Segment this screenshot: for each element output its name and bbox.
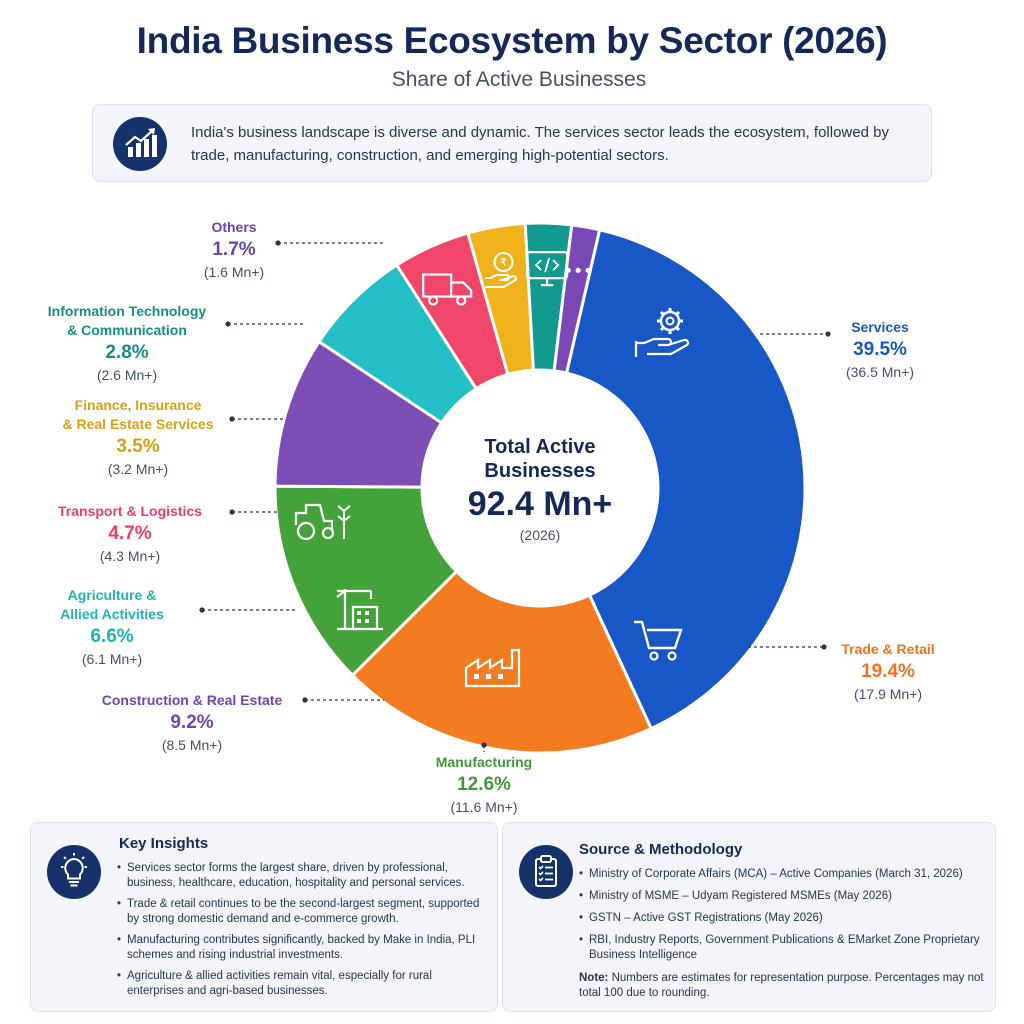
slice-label-name: Construction & Real Estate bbox=[101, 692, 283, 708]
list-item: Services sector forms the largest share,… bbox=[117, 861, 489, 891]
list-item: Ministry of Corporate Affairs (MCA) – Ac… bbox=[579, 867, 989, 882]
slice-label-count: (17.9 Mn+) bbox=[853, 686, 923, 702]
slice-label: Agriculture & Allied Activities 6.6% (6.1 M… bbox=[17, 586, 207, 669]
slice-label: Services 39.5% (36.5 Mn+) bbox=[820, 318, 940, 382]
slice-label-name: Services bbox=[851, 319, 909, 335]
slice-label: Trade & Retail 19.4% (17.9 Mn+) bbox=[813, 640, 963, 704]
growth-chart-icon bbox=[113, 117, 167, 171]
center-year: (2026) bbox=[520, 527, 560, 543]
chart-subtitle: Share of Active Businesses bbox=[391, 68, 647, 91]
center-label-line2: Businesses bbox=[484, 460, 595, 482]
leader-dot bbox=[825, 331, 831, 337]
slice-label: Manufacturing 12.6% (11.6 Mn+) bbox=[409, 753, 559, 817]
svg-text:₹: ₹ bbox=[500, 256, 507, 269]
list-item: Agriculture & allied activities remain v… bbox=[117, 969, 489, 999]
key-insights-panel: Key Insights Services sector forms the l… bbox=[30, 822, 498, 1012]
leader-dot bbox=[302, 697, 308, 703]
truck-icon bbox=[422, 273, 473, 306]
list-item: Ministry of MSME – Udyam Registered MSME… bbox=[579, 889, 989, 904]
slice-label-percent: 19.4% bbox=[861, 661, 915, 682]
leader-dot bbox=[229, 416, 235, 422]
slice-label: Information Technology & Communication 2.8… bbox=[12, 302, 242, 385]
slice-label-count: (2.6 Mn+) bbox=[96, 367, 158, 383]
list-item: GSTN – Active GST Registrations (May 202… bbox=[579, 911, 989, 926]
slice-label-name: Others bbox=[211, 219, 257, 235]
slice-label-percent: 39.5% bbox=[853, 339, 907, 360]
note-text: Numbers are estimates for representation… bbox=[579, 972, 984, 999]
intro-text: India's business landscape is diverse an… bbox=[191, 124, 889, 164]
note-label: Note: bbox=[579, 972, 609, 984]
leader-dot bbox=[821, 644, 827, 650]
center-label-line1: Total Active bbox=[484, 436, 595, 458]
source-methodology-panel: Source & Methodology Ministry of Corpora… bbox=[502, 822, 996, 1012]
slice-label-name: Information Technology & Communication bbox=[47, 303, 207, 338]
slice-label-name: Finance, Insurance & Real Estate Services bbox=[62, 397, 214, 432]
slice-label: Finance, Insurance & Real Estate Services… bbox=[33, 396, 243, 479]
slice-label-name: Trade & Retail bbox=[841, 641, 935, 657]
slice-label: Transport & Logistics 4.7% (4.3 Mn+) bbox=[35, 502, 225, 566]
slice-label: Construction & Real Estate 9.2% (8.5 Mn+) bbox=[77, 691, 307, 755]
center-total-value: 92.4 Mn+ bbox=[468, 485, 613, 523]
slice-label-percent: 2.8% bbox=[105, 342, 149, 363]
slice-label-percent: 12.6% bbox=[457, 774, 511, 795]
source-list: Ministry of Corporate Affairs (MCA) – Ac… bbox=[579, 867, 989, 970]
rupee-hand-icon: ₹ bbox=[485, 252, 517, 289]
slice-label-percent: 1.7% bbox=[212, 239, 256, 260]
slice-label-percent: 6.6% bbox=[90, 626, 134, 647]
list-item: Trade & retail continues to be the secon… bbox=[117, 897, 489, 927]
leader-dot bbox=[481, 742, 487, 748]
crane-building-icon bbox=[336, 589, 383, 631]
source-methodology-title: Source & Methodology bbox=[579, 841, 743, 858]
slice-label-count: (11.6 Mn+) bbox=[450, 799, 518, 815]
slice-label-count: (6.1 Mn+) bbox=[81, 651, 143, 667]
factory-icon bbox=[464, 648, 521, 688]
slice-label-count: (3.2 Mn+) bbox=[107, 461, 169, 477]
slice-label-count: (36.5 Mn+) bbox=[845, 364, 915, 380]
source-note: Note: Numbers are estimates for represen… bbox=[579, 971, 989, 1001]
shopping-cart-icon bbox=[634, 620, 683, 661]
chart-title: India Business Ecosystem by Sector (2026… bbox=[136, 20, 888, 61]
gear-hand-icon bbox=[634, 308, 689, 357]
lightbulb-icon bbox=[47, 845, 101, 899]
key-insights-list: Services sector forms the largest share,… bbox=[117, 861, 489, 1005]
slice-label-count: (4.3 Mn+) bbox=[99, 548, 161, 564]
slice-label-percent: 3.5% bbox=[116, 436, 160, 457]
leader-dot bbox=[199, 607, 205, 613]
list-item: Manufacturing contributes significantly,… bbox=[117, 933, 489, 963]
intro-box: India's business landscape is diverse an… bbox=[92, 104, 932, 182]
key-insights-title: Key Insights bbox=[119, 835, 209, 852]
slice-label-count: (1.6 Mn+) bbox=[203, 264, 265, 280]
monitor-code-icon bbox=[525, 251, 569, 287]
more-dots-icon bbox=[565, 267, 591, 273]
slice-label-percent: 9.2% bbox=[170, 712, 214, 733]
slice-label-name: Agriculture & Allied Activities bbox=[60, 587, 164, 622]
slice-label-name: Manufacturing bbox=[435, 754, 533, 770]
clipboard-icon bbox=[519, 845, 573, 899]
leader-dot bbox=[275, 240, 281, 246]
leader-dot bbox=[229, 509, 235, 515]
leader-dot bbox=[225, 321, 231, 327]
tractor-icon bbox=[294, 503, 351, 541]
slice-label-name: Transport & Logistics bbox=[58, 503, 202, 519]
slice-label-percent: 4.7% bbox=[108, 523, 152, 544]
slice-label-count: (8.5 Mn+) bbox=[161, 737, 223, 753]
list-item: RBI, Industry Reports, Government Public… bbox=[579, 933, 989, 963]
slice-label: Others 1.7% (1.6 Mn+) bbox=[174, 218, 294, 282]
